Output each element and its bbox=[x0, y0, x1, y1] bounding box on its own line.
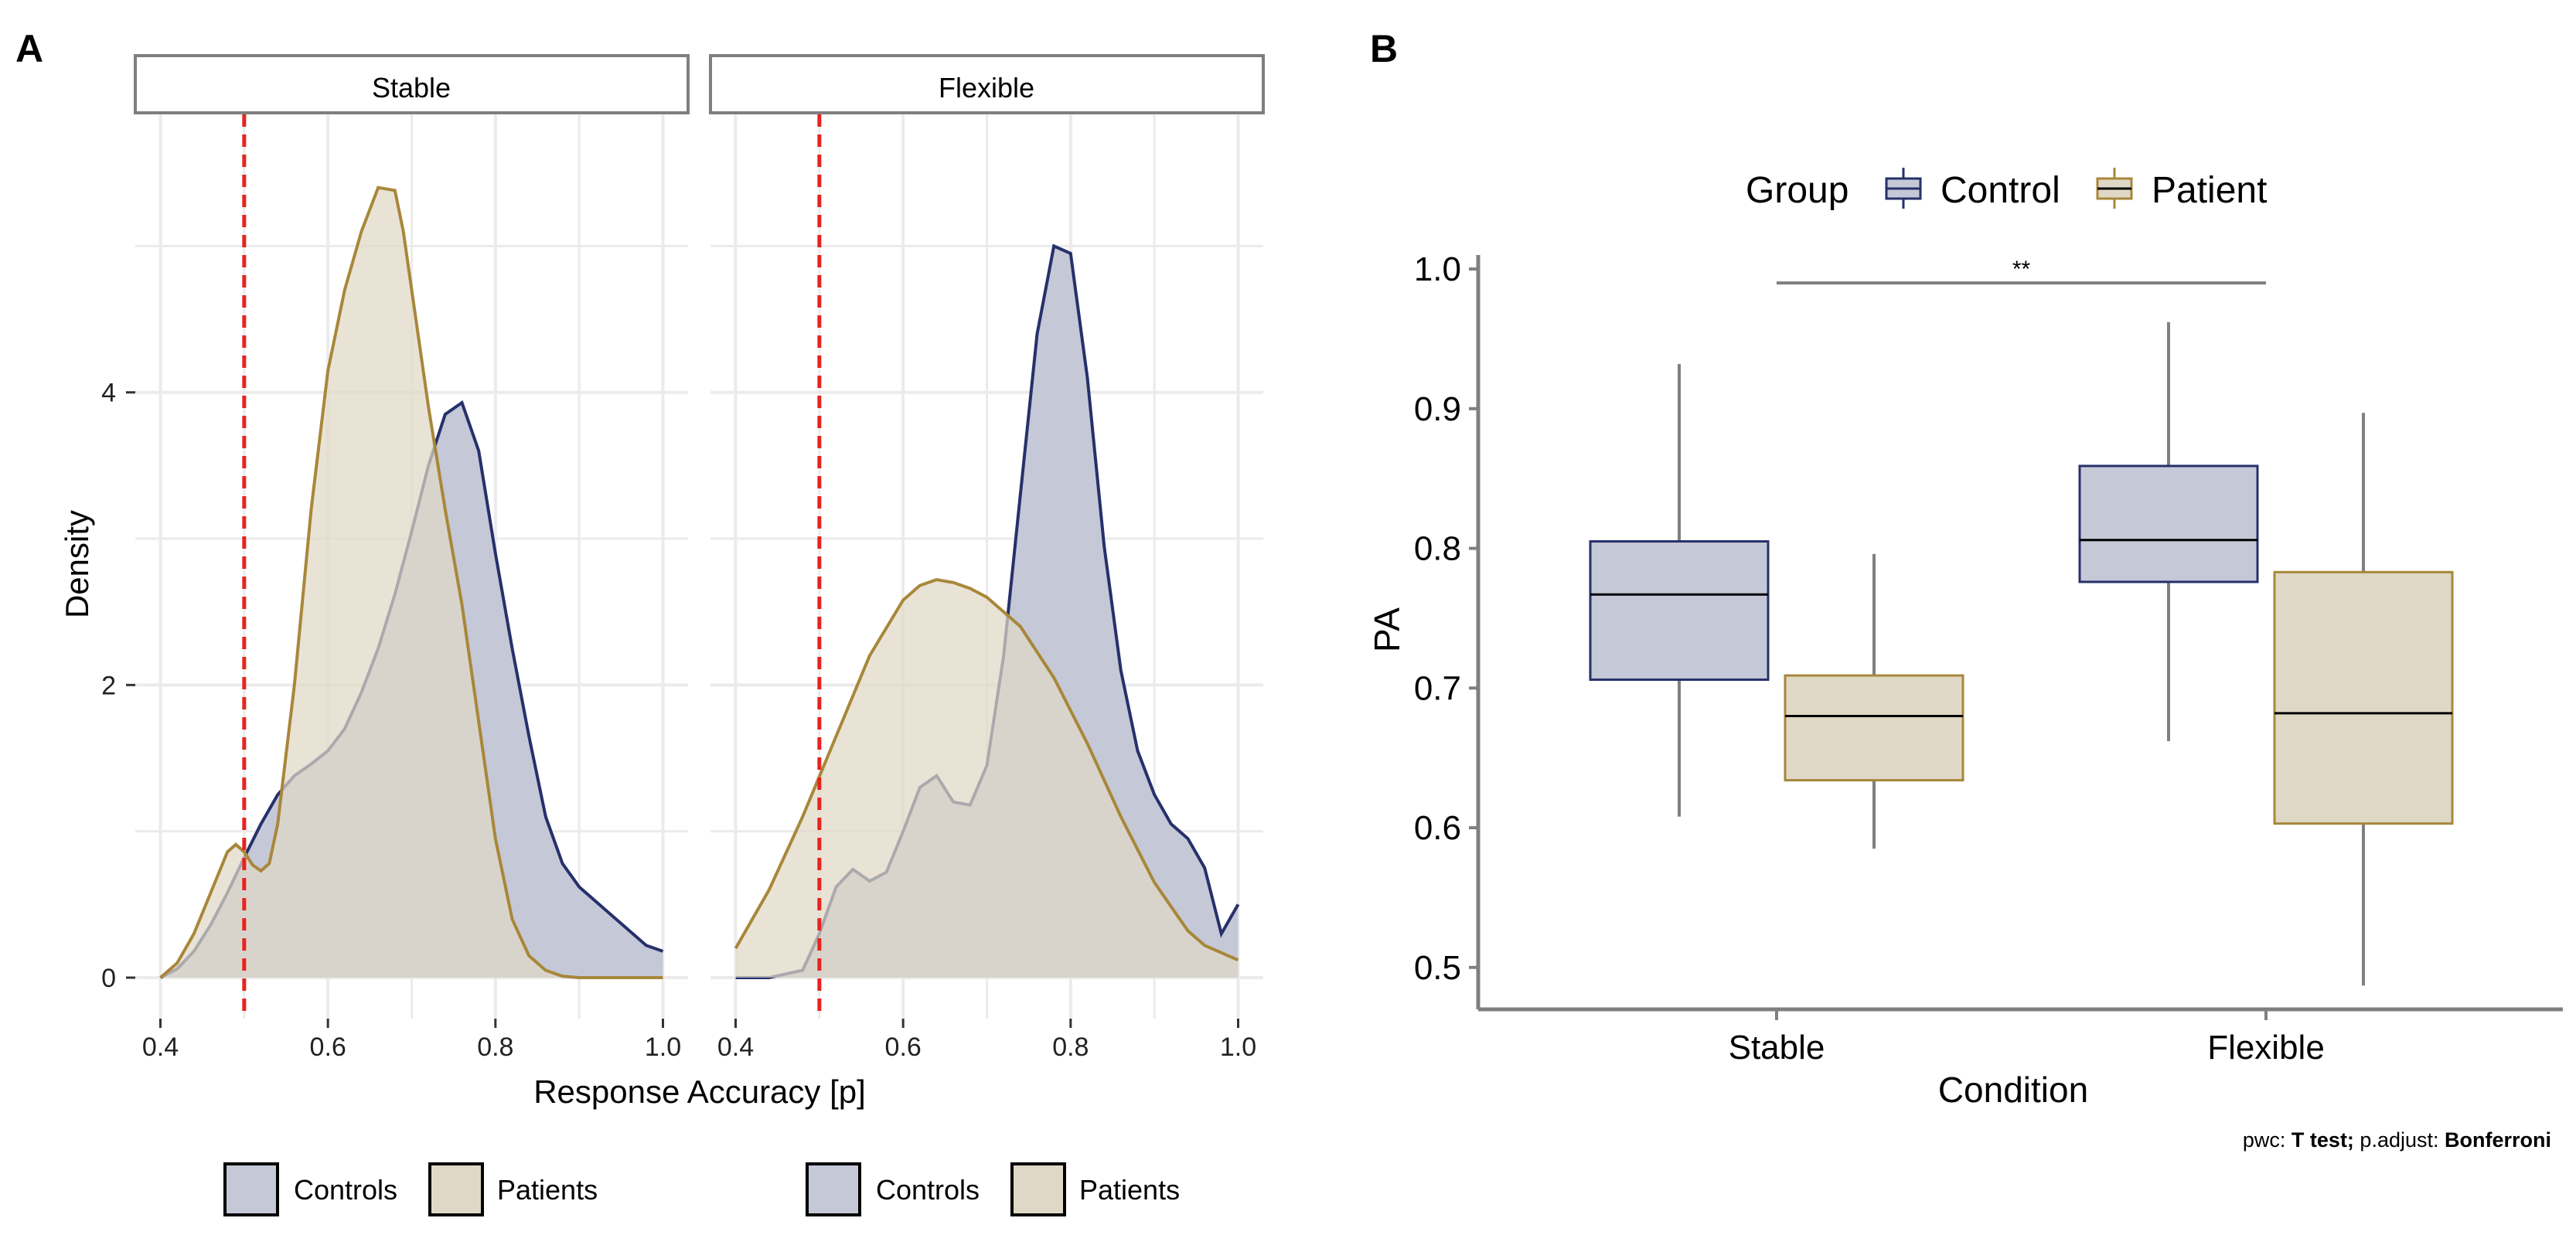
y-tick-label: 0.8 bbox=[1414, 530, 1461, 568]
legend-label-patients: Patients bbox=[497, 1174, 598, 1206]
box-patient-flexible bbox=[2273, 570, 2454, 825]
y-tick-label: 0.7 bbox=[1414, 669, 1461, 707]
x-axis-title-a: Response Accuracy [p] bbox=[533, 1073, 866, 1110]
test-note: pwc: T test; p.adjust: Bonferroni bbox=[2243, 1128, 2551, 1152]
legend-key-controls bbox=[223, 1162, 279, 1216]
boxplot-area: 0.5 0.6 0.7 0.8 0.9 1.0 Stable Flexible ** bbox=[1414, 250, 2563, 1067]
legend-key-control bbox=[1885, 168, 1922, 209]
panel-b-label: B bbox=[1370, 27, 1398, 70]
y-tick-label: 4 bbox=[101, 379, 116, 408]
x-tick-label: 0.6 bbox=[885, 1033, 922, 1062]
legend-label-patient: Patient bbox=[2152, 170, 2267, 211]
facet-strip-stable: Stable bbox=[134, 54, 690, 114]
box-patient-stable bbox=[1784, 674, 1964, 782]
x-tick-label: Flexible bbox=[2207, 1029, 2325, 1067]
density-area-patients bbox=[735, 580, 1239, 978]
y-tick-label: 2 bbox=[101, 671, 116, 700]
x-tick-label: 0.4 bbox=[142, 1033, 179, 1062]
x-axis-a: 0.4 0.6 0.8 1.0 0.4 0.6 0.8 1.0 bbox=[142, 1019, 1256, 1062]
legend-group: Group Control Patient bbox=[1746, 168, 2267, 211]
x-axis-title-b: Condition bbox=[1938, 1070, 2088, 1110]
x-tick-label: 0.4 bbox=[717, 1033, 754, 1062]
density-area-patients bbox=[160, 187, 663, 978]
legend-label-controls: Controls bbox=[876, 1174, 980, 1206]
legend-label-control: Control bbox=[1941, 170, 2060, 211]
box-control-flexible bbox=[2078, 464, 2259, 583]
facet-panel-stable bbox=[135, 114, 688, 1019]
box-control-stable bbox=[1589, 540, 1770, 681]
significance-label: ** bbox=[2012, 257, 2031, 282]
y-tick-label: 0.6 bbox=[1414, 809, 1461, 847]
y-tick-label: 0.9 bbox=[1414, 390, 1461, 428]
y-axis-title-b: PA bbox=[1367, 607, 1407, 652]
panel-a-label: A bbox=[15, 27, 43, 70]
legend-flexible: Controls Patients bbox=[806, 1162, 1180, 1216]
legend-key-patient bbox=[2096, 168, 2133, 209]
y-tick-label: 0.5 bbox=[1414, 949, 1461, 987]
legend-stable: Controls Patients bbox=[223, 1162, 598, 1216]
panel-b: B Group Control Patient 0.5 0.6 0.7 0.8 0.9 1… bbox=[1367, 27, 2563, 1152]
legend-label-controls: Controls bbox=[294, 1174, 397, 1206]
y-tick-label: 1.0 bbox=[1414, 250, 1461, 288]
y-axis-title-a: Density bbox=[59, 510, 95, 618]
density-line-patients bbox=[734, 577, 1239, 962]
x-tick-label: Stable bbox=[1729, 1029, 1825, 1067]
facet-title-flexible: Flexible bbox=[939, 72, 1034, 104]
x-tick-label: 0.8 bbox=[477, 1033, 513, 1062]
legend-label-patients: Patients bbox=[1079, 1174, 1180, 1206]
legend-key-patients bbox=[428, 1162, 484, 1216]
density-line-patients bbox=[159, 185, 663, 979]
legend-key-patients bbox=[1010, 1162, 1066, 1216]
legend-key-controls bbox=[806, 1162, 861, 1216]
x-tick-label: 0.6 bbox=[310, 1033, 346, 1062]
facet-strip-flexible: Flexible bbox=[709, 54, 1265, 114]
legend-title-group: Group bbox=[1746, 170, 1849, 211]
y-tick-label: 0 bbox=[101, 964, 116, 993]
facet-title-stable: Stable bbox=[372, 72, 451, 104]
facet-panel-flexible bbox=[710, 114, 1263, 1019]
panel-a: A Stable Flexible 0 2 4 Density 0.4 0.6 0.8 1… bbox=[15, 27, 1265, 1216]
x-tick-label: 1.0 bbox=[1220, 1033, 1256, 1062]
x-tick-label: 1.0 bbox=[645, 1033, 681, 1062]
y-axis-a: 0 2 4 bbox=[101, 379, 135, 993]
x-tick-label: 0.8 bbox=[1052, 1033, 1089, 1062]
